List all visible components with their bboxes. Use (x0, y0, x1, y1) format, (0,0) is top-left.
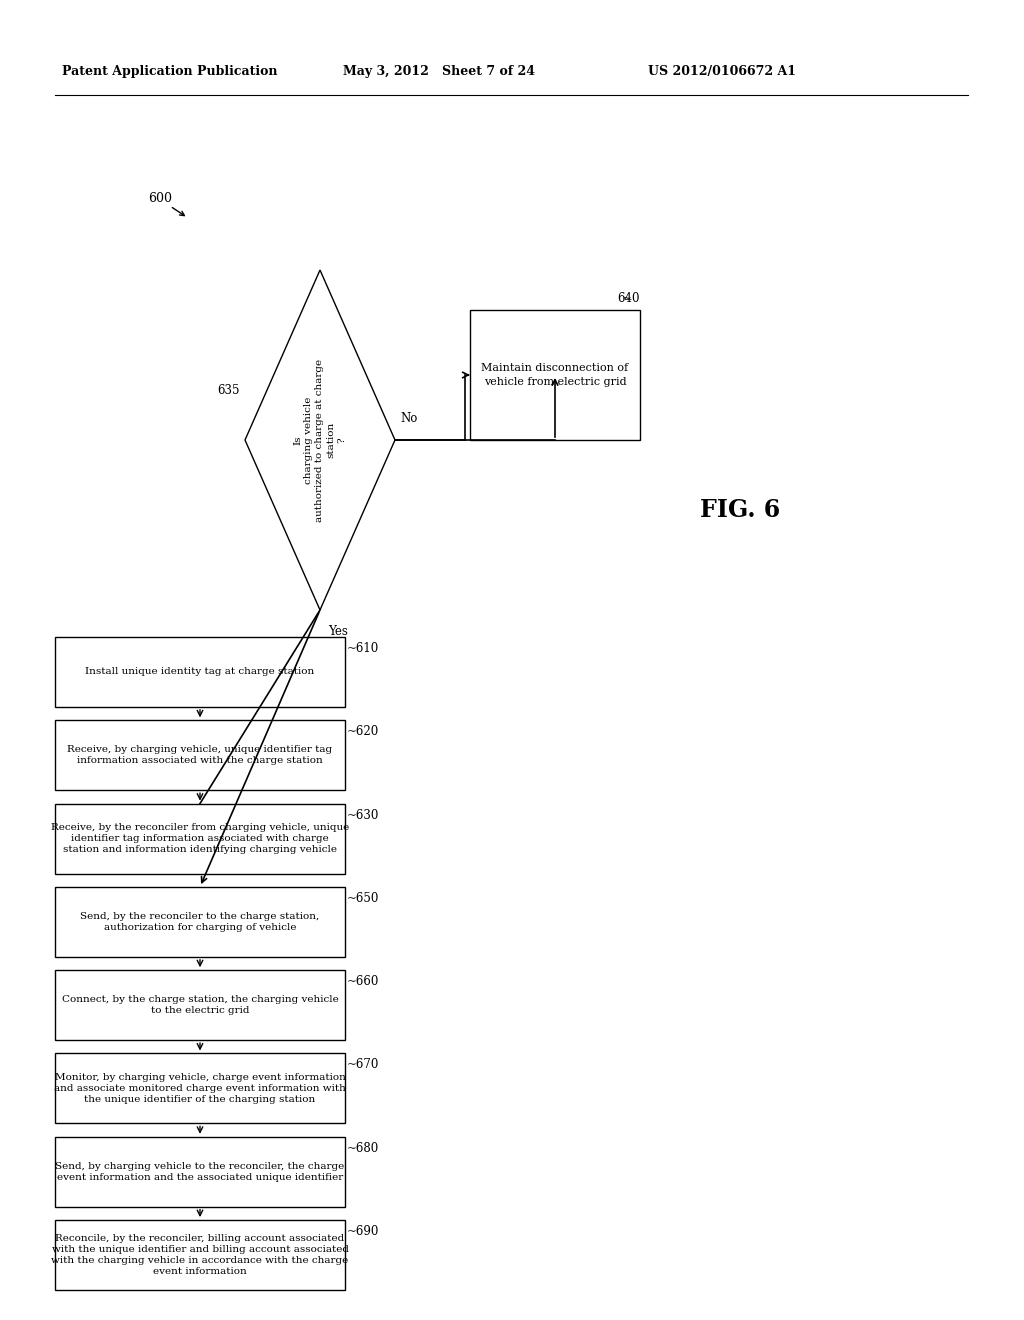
Text: Monitor, by charging vehicle, charge event information
and associate monitored c: Monitor, by charging vehicle, charge eve… (54, 1073, 346, 1104)
Bar (470, 310, 640, 440)
Text: Patent Application Publication: Patent Application Publication (62, 66, 278, 78)
Text: ~630: ~630 (347, 809, 379, 821)
Text: ~660: ~660 (347, 975, 379, 989)
Text: Send, by charging vehicle to the reconciler, the charge
event information and th: Send, by charging vehicle to the reconci… (55, 1162, 345, 1181)
Text: No: No (400, 412, 418, 425)
Text: ~610: ~610 (347, 642, 379, 655)
Text: FIG. 6: FIG. 6 (700, 498, 780, 521)
Text: 640: 640 (617, 292, 640, 305)
Bar (55, 887, 345, 957)
Text: Is
charging vehicle
authorized to charge at charge
station
?: Is charging vehicle authorized to charge… (293, 359, 347, 521)
Bar (55, 1220, 345, 1290)
Bar (55, 970, 345, 1040)
Text: Install unique identity tag at charge station: Install unique identity tag at charge st… (85, 668, 314, 676)
Bar (55, 804, 345, 874)
Bar (55, 721, 345, 791)
Text: Yes: Yes (328, 624, 348, 638)
Bar (55, 1137, 345, 1206)
Text: Connect, by the charge station, the charging vehicle
to the electric grid: Connect, by the charge station, the char… (61, 995, 338, 1015)
Text: ~620: ~620 (347, 725, 379, 738)
Text: Send, by the reconciler to the charge station,
authorization for charging of veh: Send, by the reconciler to the charge st… (80, 912, 319, 932)
Text: Receive, by charging vehicle, unique identifier tag
information associated with : Receive, by charging vehicle, unique ide… (68, 746, 333, 766)
Text: ~690: ~690 (347, 1225, 379, 1238)
Text: Maintain disconnection of
vehicle from electric grid: Maintain disconnection of vehicle from e… (481, 363, 629, 387)
Text: US 2012/0106672 A1: US 2012/0106672 A1 (648, 66, 796, 78)
Polygon shape (245, 271, 395, 610)
Text: 600: 600 (148, 191, 172, 205)
Text: ~650: ~650 (347, 892, 379, 904)
Text: 635: 635 (217, 384, 240, 396)
Bar (55, 638, 345, 708)
Text: May 3, 2012   Sheet 7 of 24: May 3, 2012 Sheet 7 of 24 (343, 66, 535, 78)
Text: Receive, by the reconciler from charging vehicle, unique
identifier tag informat: Receive, by the reconciler from charging… (51, 822, 349, 854)
Text: Reconcile, by the reconciler, billing account associated
with the unique identif: Reconcile, by the reconciler, billing ac… (51, 1234, 348, 1276)
Bar (55, 1053, 345, 1123)
Text: ~680: ~680 (347, 1142, 379, 1155)
Text: ~: ~ (622, 292, 632, 305)
Text: ~670: ~670 (347, 1059, 379, 1072)
